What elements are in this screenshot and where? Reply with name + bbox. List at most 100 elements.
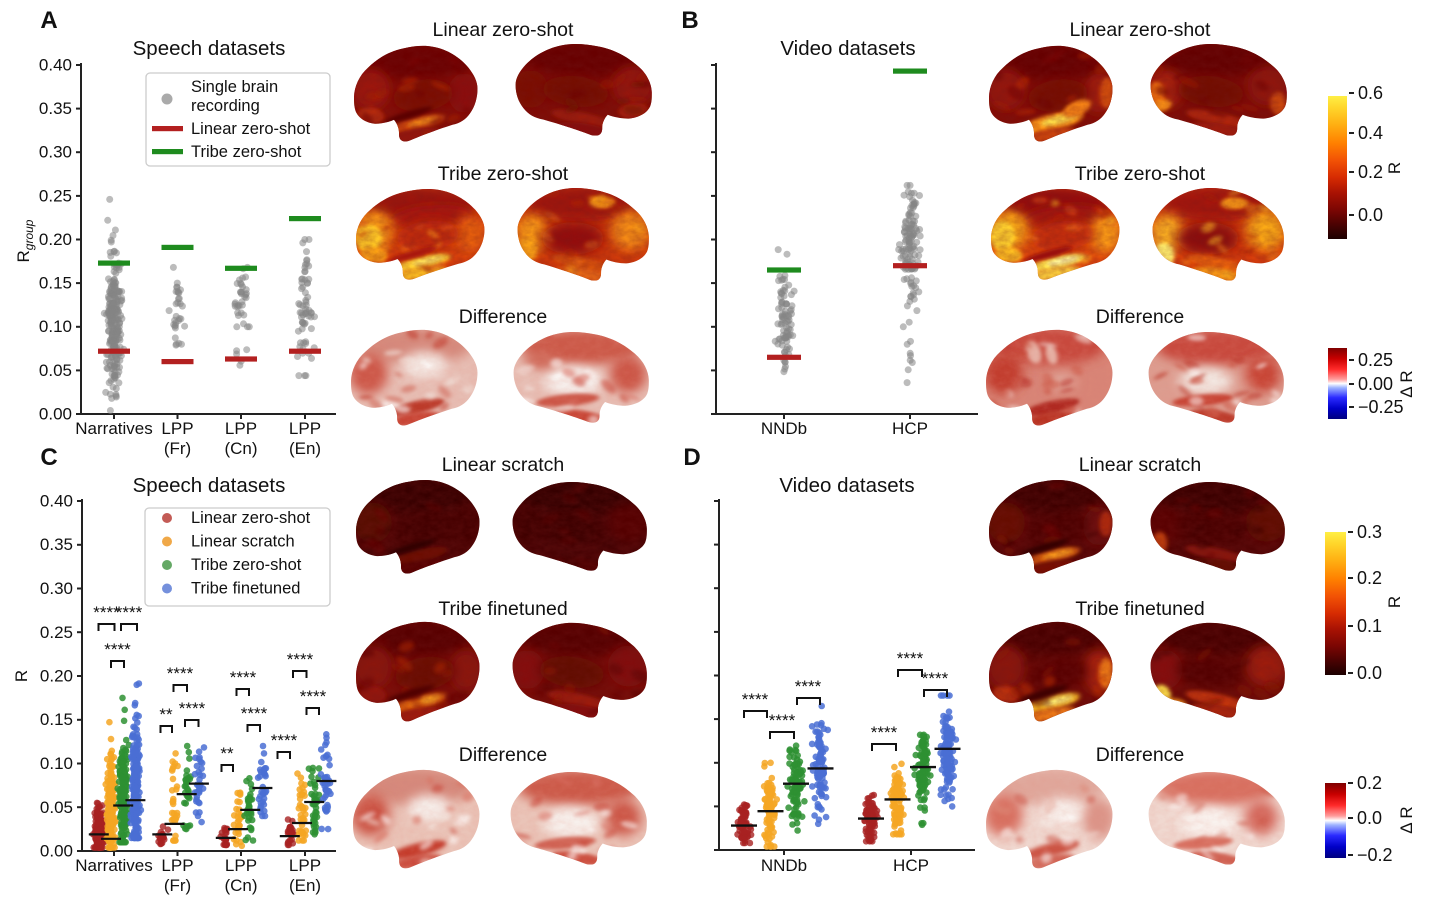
svg-text:Single brain: Single brain [191,78,278,96]
svg-text:Narratives: Narratives [75,419,152,438]
svg-text:LPP: LPP [225,856,257,875]
svg-text:****: **** [116,603,143,622]
svg-text:0.10: 0.10 [39,317,72,336]
svg-text:Video datasets: Video datasets [779,474,914,497]
svg-text:**: ** [220,744,234,763]
svg-text:Tribe zero-shot: Tribe zero-shot [191,556,302,574]
svg-text:D: D [683,444,700,471]
svg-text:Linear zero-shot: Linear zero-shot [191,120,311,138]
svg-text:(En): (En) [289,876,321,895]
svg-text:0.30: 0.30 [39,143,72,162]
svg-text:0.40: 0.40 [39,56,72,75]
svg-text:−0.25: −0.25 [1358,397,1404,417]
svg-text:(Fr): (Fr) [164,439,191,458]
svg-text:recording: recording [191,97,260,115]
svg-text:****: **** [795,677,822,696]
svg-text:Δ R: Δ R [1397,806,1416,833]
svg-text:Difference: Difference [459,306,548,328]
svg-text:****: **** [287,650,314,669]
svg-text:Tribe finetuned: Tribe finetuned [1075,598,1204,620]
svg-text:Linear zero-shot: Linear zero-shot [191,509,311,527]
svg-text:0.2: 0.2 [1357,568,1382,588]
svg-text:(Fr): (Fr) [164,876,191,895]
svg-text:****: **** [871,723,898,742]
svg-text:0.15: 0.15 [40,710,73,729]
svg-text:0.35: 0.35 [40,535,73,554]
svg-text:0.3: 0.3 [1357,522,1382,542]
svg-text:0.25: 0.25 [40,623,73,642]
svg-text:****: **** [271,731,298,750]
svg-text:Video datasets: Video datasets [780,37,915,60]
svg-text:Difference: Difference [1096,744,1185,766]
svg-text:Linear scratch: Linear scratch [1079,454,1201,476]
svg-text:Linear zero-shot: Linear zero-shot [433,19,574,41]
svg-text:Tribe zero-shot: Tribe zero-shot [438,163,569,185]
svg-text:Tribe finetuned: Tribe finetuned [191,580,300,598]
svg-text:LPP: LPP [289,856,321,875]
svg-text:Linear scratch: Linear scratch [191,533,295,551]
svg-text:C: C [40,444,57,471]
svg-text:Linear scratch: Linear scratch [442,454,564,476]
svg-text:0.00: 0.00 [39,405,72,424]
svg-text:LPP: LPP [161,419,193,438]
svg-text:0.20: 0.20 [40,667,73,686]
svg-text:0.00: 0.00 [40,842,73,861]
svg-text:****: **** [230,668,257,687]
svg-text:LPP: LPP [161,856,193,875]
svg-text:0.30: 0.30 [40,579,73,598]
svg-text:0.40: 0.40 [40,492,73,511]
svg-text:**: ** [159,705,173,724]
svg-text:0.2: 0.2 [1357,773,1382,793]
svg-text:LPP: LPP [225,419,257,438]
svg-text:****: **** [93,603,120,622]
svg-text:Tribe finetuned: Tribe finetuned [438,598,567,620]
svg-text:0.20: 0.20 [39,230,72,249]
svg-text:0.00: 0.00 [1358,374,1393,394]
svg-text:NNDb: NNDb [761,856,807,875]
svg-text:(Cn): (Cn) [224,876,257,895]
svg-text:0.25: 0.25 [1358,350,1393,370]
svg-text:0.15: 0.15 [39,274,72,293]
svg-text:****: **** [241,704,268,723]
svg-text:0.1: 0.1 [1357,616,1382,636]
svg-text:0.10: 0.10 [40,754,73,773]
svg-text:0.4: 0.4 [1358,123,1383,143]
svg-text:HCP: HCP [893,856,929,875]
svg-text:****: **** [104,640,131,659]
svg-text:Speech datasets: Speech datasets [133,474,286,497]
svg-text:Δ R: Δ R [1397,370,1416,397]
svg-text:****: **** [179,699,206,718]
svg-text:****: **** [742,690,769,709]
svg-text:NNDb: NNDb [761,419,807,438]
svg-text:0.6: 0.6 [1358,83,1383,103]
svg-text:0.2: 0.2 [1358,162,1383,182]
svg-text:−0.2: −0.2 [1357,845,1393,865]
svg-text:0.05: 0.05 [40,798,73,817]
svg-text:HCP: HCP [892,419,928,438]
svg-text:0.0: 0.0 [1357,663,1382,683]
svg-text:0.0: 0.0 [1358,205,1383,225]
svg-text:****: **** [167,664,194,683]
svg-text:Tribe zero-shot: Tribe zero-shot [1075,163,1206,185]
svg-text:Speech datasets: Speech datasets [133,37,286,60]
svg-text:Difference: Difference [1096,306,1185,328]
svg-text:0.05: 0.05 [39,361,72,380]
svg-text:****: **** [300,687,327,706]
svg-text:Narratives: Narratives [75,856,152,875]
svg-text:(Cn): (Cn) [224,439,257,458]
svg-text:A: A [40,7,57,34]
svg-text:****: **** [897,649,924,668]
svg-text:R: R [12,670,31,682]
svg-text:Difference: Difference [459,744,548,766]
svg-text:****: **** [922,669,949,688]
svg-text:R: R [1385,596,1404,608]
svg-text:B: B [681,7,698,34]
svg-text:0.35: 0.35 [39,99,72,118]
svg-text:Tribe zero-shot: Tribe zero-shot [191,143,302,161]
svg-text:(En): (En) [289,439,321,458]
svg-text:0.25: 0.25 [39,186,72,205]
svg-text:****: **** [769,711,796,730]
svg-text:0.0: 0.0 [1357,808,1382,828]
svg-text:R: R [1385,162,1404,174]
svg-text:LPP: LPP [289,419,321,438]
